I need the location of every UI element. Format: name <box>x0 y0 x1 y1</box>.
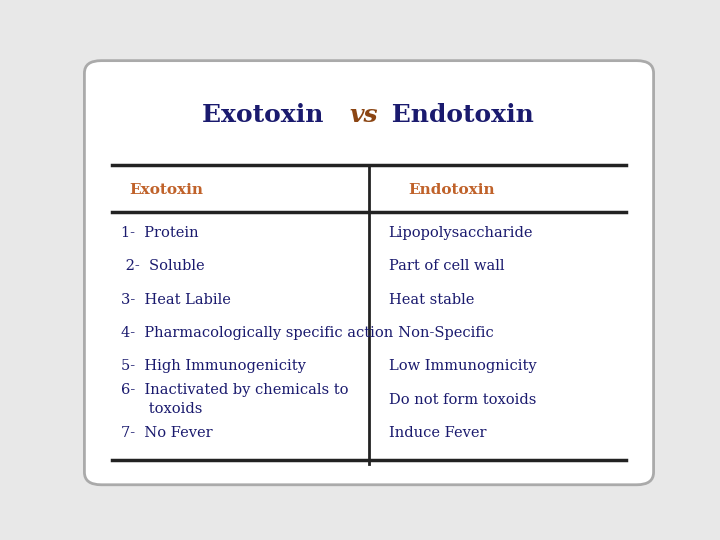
Text: 6-  Inactivated by chemicals to
      toxoids: 6- Inactivated by chemicals to toxoids <box>121 383 348 416</box>
Text: 1-  Protein: 1- Protein <box>121 226 198 240</box>
Text: vs: vs <box>349 103 378 127</box>
Text: Lipopolysaccharide: Lipopolysaccharide <box>389 226 533 240</box>
Text: Endotoxin: Endotoxin <box>408 183 495 197</box>
FancyBboxPatch shape <box>84 60 654 485</box>
Text: 5-  High Immunogenicity: 5- High Immunogenicity <box>121 359 305 373</box>
Text: 7-  No Fever: 7- No Fever <box>121 426 212 440</box>
Text: 4-  Pharmacologically specific action: 4- Pharmacologically specific action <box>121 326 393 340</box>
Text: Part of cell wall: Part of cell wall <box>389 259 504 273</box>
Text: Low Immunognicity: Low Immunognicity <box>389 359 536 373</box>
Text: 3-  Heat Labile: 3- Heat Labile <box>121 293 230 307</box>
Text: Endotoxin: Endotoxin <box>383 103 534 127</box>
Text: Do not form toxoids: Do not form toxoids <box>389 393 536 407</box>
Text: Exotoxin: Exotoxin <box>129 183 203 197</box>
Text: Exotoxin: Exotoxin <box>202 103 332 127</box>
Text: Non-Specific: Non-Specific <box>389 326 493 340</box>
Text: Induce Fever: Induce Fever <box>389 426 486 440</box>
Text: Heat stable: Heat stable <box>389 293 474 307</box>
Text: 2-  Soluble: 2- Soluble <box>121 259 204 273</box>
